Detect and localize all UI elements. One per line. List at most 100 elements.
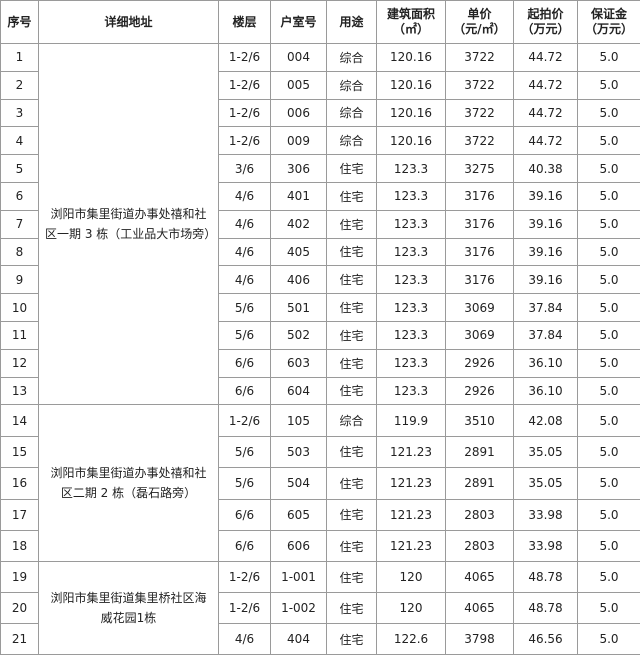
- unit-price: 3176: [445, 209, 514, 239]
- unit-price: 3176: [445, 237, 514, 267]
- unit-price: 3176: [445, 181, 514, 211]
- unit-price: 3722: [445, 126, 514, 156]
- row-number: 19: [0, 561, 39, 594]
- deposit: 5.0: [577, 237, 640, 267]
- area: 120.16: [376, 126, 446, 156]
- table-row: 21 4/6 404 住宅 122.6 3798 46.56 5.0: [0, 623, 640, 655]
- starting-price: 35.05: [513, 467, 578, 500]
- floor: 6/6: [218, 498, 271, 531]
- area: 123.3: [376, 376, 446, 406]
- usage: 住宅: [326, 435, 377, 469]
- floor: 1-2/6: [218, 592, 271, 625]
- area: 121.23: [376, 467, 446, 500]
- usage: 住宅: [326, 498, 377, 531]
- room: 1-001: [270, 561, 327, 594]
- header-cell: 保证金 （万元）: [577, 0, 640, 44]
- area: 123.3: [376, 154, 446, 183]
- address: 浏阳市集里街道办事处禧和社区二期 2 栋（磊石路旁）: [38, 404, 219, 563]
- usage: 住宅: [326, 237, 377, 267]
- starting-price: 40.38: [513, 154, 578, 183]
- room: 503: [270, 435, 327, 469]
- room: 404: [270, 623, 327, 655]
- starting-price: 39.16: [513, 181, 578, 211]
- starting-price: 48.78: [513, 561, 578, 594]
- room: 009: [270, 126, 327, 156]
- table-row: 2 1-2/6 005 综合 120.16 3722 44.72 5.0: [0, 70, 640, 100]
- table-row: 19 浏阳市集里街道集里桥社区海威花园1栋 1-2/6 1-001 住宅 120 4065 4…: [0, 561, 640, 655]
- room: 604: [270, 376, 327, 406]
- unit-price: 4065: [445, 592, 514, 625]
- table-row: 18 6/6 606 住宅 121.23 2803 33.98 5.0: [0, 529, 640, 563]
- table-row: 4 1-2/6 009 综合 120.16 3722 44.72 5.0: [0, 126, 640, 156]
- floor: 5/6: [218, 293, 271, 322]
- starting-price: 44.72: [513, 126, 578, 156]
- deposit: 5.0: [577, 209, 640, 239]
- row-number: 15: [0, 435, 39, 469]
- floor: 5/6: [218, 467, 271, 500]
- table-row: 15 5/6 503 住宅 121.23 2891 35.05 5.0: [0, 435, 640, 469]
- floor: 6/6: [218, 348, 271, 378]
- usage: 住宅: [326, 320, 377, 350]
- header-cell: 户室号: [270, 0, 327, 44]
- row-number: 10: [0, 293, 39, 322]
- room: 006: [270, 98, 327, 128]
- deposit: 5.0: [577, 265, 640, 295]
- starting-price: 33.98: [513, 498, 578, 531]
- floor: 6/6: [218, 529, 271, 563]
- table-row: 6 4/6 401 住宅 123.3 3176 39.16 5.0: [0, 181, 640, 211]
- deposit: 5.0: [577, 529, 640, 563]
- address: 浏阳市集里街道集里桥社区海威花园1栋: [38, 561, 219, 655]
- row-number: 4: [0, 126, 39, 156]
- deposit: 5.0: [577, 98, 640, 128]
- row-number: 11: [0, 320, 39, 350]
- floor: 4/6: [218, 623, 271, 655]
- deposit: 5.0: [577, 467, 640, 500]
- area: 123.3: [376, 265, 446, 295]
- row-number: 1: [0, 43, 39, 72]
- area: 123.3: [376, 293, 446, 322]
- usage: 住宅: [326, 376, 377, 406]
- area: 121.23: [376, 435, 446, 469]
- area: 123.3: [376, 209, 446, 239]
- unit-price: 2803: [445, 529, 514, 563]
- room: 105: [270, 404, 327, 437]
- floor: 1-2/6: [218, 404, 271, 437]
- unit-price: 3722: [445, 98, 514, 128]
- floor: 5/6: [218, 320, 271, 350]
- area: 123.3: [376, 237, 446, 267]
- starting-price: 42.08: [513, 404, 578, 437]
- room: 605: [270, 498, 327, 531]
- unit-price: 2926: [445, 348, 514, 378]
- floor: 1-2/6: [218, 98, 271, 128]
- room: 401: [270, 181, 327, 211]
- deposit: 5.0: [577, 561, 640, 594]
- table-row: 8 4/6 405 住宅 123.3 3176 39.16 5.0: [0, 237, 640, 267]
- deposit: 5.0: [577, 43, 640, 72]
- usage: 住宅: [326, 592, 377, 625]
- usage: 住宅: [326, 529, 377, 563]
- unit-price: 3069: [445, 320, 514, 350]
- area: 122.6: [376, 623, 446, 655]
- unit-price: 3722: [445, 43, 514, 72]
- table-row: 17 6/6 605 住宅 121.23 2803 33.98 5.0: [0, 498, 640, 531]
- usage: 综合: [326, 43, 377, 72]
- room: 1-002: [270, 592, 327, 625]
- table-row: 7 4/6 402 住宅 123.3 3176 39.16 5.0: [0, 209, 640, 239]
- area: 120.16: [376, 70, 446, 100]
- deposit: 5.0: [577, 320, 640, 350]
- usage: 综合: [326, 70, 377, 100]
- deposit: 5.0: [577, 623, 640, 655]
- unit-price: 2803: [445, 498, 514, 531]
- table-row: 10 5/6 501 住宅 123.3 3069 37.84 5.0: [0, 293, 640, 322]
- room: 005: [270, 70, 327, 100]
- deposit: 5.0: [577, 70, 640, 100]
- unit-price: 3510: [445, 404, 514, 437]
- room: 504: [270, 467, 327, 500]
- row-number: 12: [0, 348, 39, 378]
- starting-price: 36.10: [513, 348, 578, 378]
- floor: 1-2/6: [218, 561, 271, 594]
- table-row: 12 6/6 603 住宅 123.3 2926 36.10 5.0: [0, 348, 640, 378]
- unit-price: 3275: [445, 154, 514, 183]
- area: 120.16: [376, 98, 446, 128]
